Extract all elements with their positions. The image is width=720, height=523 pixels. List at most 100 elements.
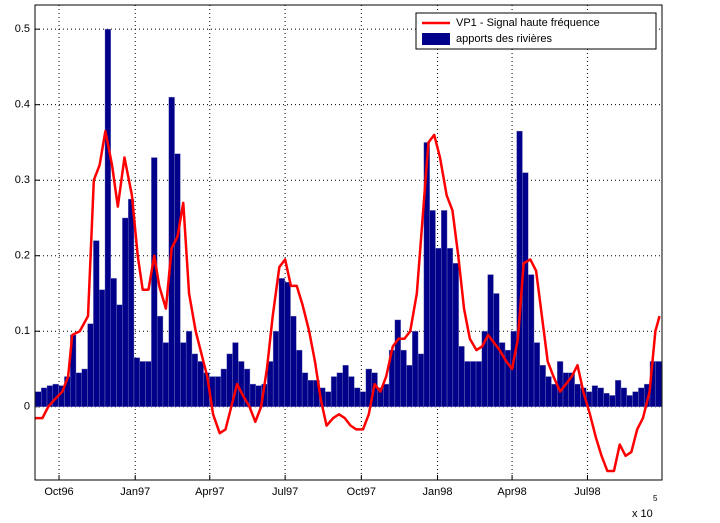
x-tick-label: Jan98 xyxy=(423,486,453,498)
bar xyxy=(35,391,42,407)
x-tick-label: Apr97 xyxy=(195,486,224,498)
bar xyxy=(180,342,187,407)
bar xyxy=(551,383,558,407)
bar xyxy=(522,172,529,407)
bar xyxy=(539,365,546,407)
bar xyxy=(342,365,349,407)
series xyxy=(35,129,661,473)
bar xyxy=(104,28,111,407)
bar xyxy=(301,372,309,407)
bar xyxy=(394,319,401,407)
legend-swatch xyxy=(422,33,450,45)
x-tick-label: Apr98 xyxy=(497,486,526,498)
bar xyxy=(238,361,245,407)
bar xyxy=(116,304,123,407)
bar xyxy=(278,278,285,407)
bar xyxy=(162,342,169,407)
bar xyxy=(528,274,535,407)
bar xyxy=(156,315,164,407)
bar xyxy=(620,387,627,407)
y-tick-label: 0.3 xyxy=(15,174,30,186)
bar xyxy=(296,349,303,407)
bar xyxy=(475,361,483,407)
bar xyxy=(359,391,367,407)
bar xyxy=(533,342,541,407)
bar xyxy=(41,387,48,407)
bar xyxy=(470,361,477,407)
series xyxy=(35,28,662,407)
bar xyxy=(98,289,106,407)
bar xyxy=(185,331,193,407)
bar xyxy=(429,210,436,407)
x-tick-label: Jan97 xyxy=(120,486,150,498)
legend-label: VP1 - Signal haute fréquence xyxy=(456,17,600,29)
bar xyxy=(226,353,233,407)
y-tick-label: 0.5 xyxy=(15,23,30,35)
bar xyxy=(348,376,355,407)
bar xyxy=(383,383,390,407)
bar xyxy=(603,392,610,407)
bar xyxy=(75,372,82,407)
bar xyxy=(81,368,88,407)
bar xyxy=(330,376,338,407)
x-tick-label: Oct97 xyxy=(347,486,376,498)
bar xyxy=(591,385,599,407)
bar xyxy=(93,240,100,407)
y-tick-label: 0.4 xyxy=(15,99,30,111)
bar xyxy=(562,372,570,407)
line xyxy=(35,129,661,473)
bar xyxy=(400,349,407,407)
x-tick-label: Oct96 xyxy=(44,486,73,498)
bar xyxy=(197,361,204,407)
bar xyxy=(609,395,616,407)
y-tick-label: 0.1 xyxy=(15,325,30,337)
bar xyxy=(284,281,291,407)
bar xyxy=(446,247,454,407)
bar xyxy=(110,278,117,407)
bar xyxy=(214,376,222,407)
bar xyxy=(139,361,146,407)
bar xyxy=(574,383,581,407)
bar xyxy=(354,387,361,407)
bar xyxy=(632,391,639,407)
bar xyxy=(452,263,459,407)
bar xyxy=(145,361,152,407)
x-tick-label: Jul97 xyxy=(272,486,298,498)
bar xyxy=(133,357,140,407)
bar xyxy=(307,380,314,407)
x-tick-label: Jul98 xyxy=(574,486,600,498)
bar xyxy=(191,353,198,407)
y-tick-label: 0 xyxy=(24,401,30,413)
bar xyxy=(174,153,181,407)
legend-label: apports des rivières xyxy=(456,33,552,45)
bar xyxy=(220,368,227,407)
bar xyxy=(435,247,442,407)
bar xyxy=(122,217,129,407)
bar xyxy=(151,157,158,407)
bar xyxy=(458,346,465,407)
bar xyxy=(615,380,622,407)
bar xyxy=(441,210,448,407)
bar xyxy=(417,353,425,407)
bar xyxy=(336,372,343,407)
bar xyxy=(325,391,332,407)
bar xyxy=(597,387,604,407)
axis-exponent: 5 xyxy=(653,494,658,503)
bar xyxy=(464,361,471,407)
bar xyxy=(412,331,419,407)
bar xyxy=(249,383,256,407)
bar xyxy=(290,315,297,407)
legend-box xyxy=(415,12,657,50)
axis-multiplier: x 10 xyxy=(632,508,653,520)
bar xyxy=(516,130,523,407)
bar xyxy=(87,323,94,407)
bar xyxy=(655,361,662,407)
bar xyxy=(626,395,633,407)
plot-frame xyxy=(34,4,663,481)
bar xyxy=(545,376,552,407)
bar xyxy=(638,387,645,407)
bar xyxy=(127,198,135,407)
bar xyxy=(272,331,280,407)
y-tick-label: 0.2 xyxy=(15,250,30,262)
